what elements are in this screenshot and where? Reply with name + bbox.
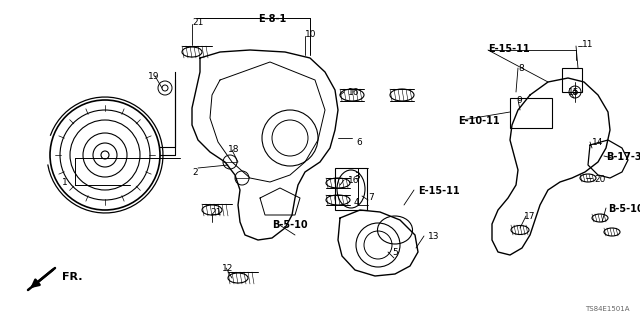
Bar — [562, 68, 582, 92]
Text: 1: 1 — [62, 178, 68, 187]
Text: 21: 21 — [192, 18, 204, 27]
Text: 6: 6 — [356, 138, 362, 147]
Text: 13: 13 — [428, 232, 440, 241]
Text: 18: 18 — [228, 145, 239, 154]
Text: TS84E1501A: TS84E1501A — [586, 306, 630, 312]
Text: 20: 20 — [594, 175, 605, 184]
Bar — [510, 98, 552, 128]
Text: 4: 4 — [354, 198, 360, 207]
Text: 19: 19 — [148, 72, 159, 81]
Text: 2: 2 — [192, 168, 198, 177]
Text: FR.: FR. — [62, 272, 83, 282]
Text: 7: 7 — [368, 193, 374, 202]
Text: B-5-10: B-5-10 — [272, 220, 308, 230]
Text: 3: 3 — [354, 172, 360, 181]
Text: 12: 12 — [222, 264, 234, 273]
Text: 14: 14 — [592, 138, 604, 147]
Text: E-8-1: E-8-1 — [258, 14, 286, 24]
Text: 11: 11 — [582, 40, 593, 49]
Text: 16: 16 — [348, 88, 360, 97]
Text: 10: 10 — [305, 30, 317, 39]
Text: E-15-11: E-15-11 — [488, 44, 530, 54]
Text: 9: 9 — [516, 96, 522, 105]
Text: E-15-11: E-15-11 — [418, 186, 460, 196]
Text: E-10-11: E-10-11 — [458, 116, 500, 126]
Text: 17: 17 — [524, 212, 536, 221]
Text: 15: 15 — [568, 88, 579, 97]
Text: 5: 5 — [392, 248, 397, 257]
Text: B-5-10: B-5-10 — [608, 204, 640, 214]
Text: 8: 8 — [518, 64, 524, 73]
Text: 16: 16 — [348, 176, 360, 185]
Text: 21: 21 — [210, 208, 221, 217]
Text: B-17-31: B-17-31 — [606, 152, 640, 162]
Bar — [335, 168, 367, 210]
